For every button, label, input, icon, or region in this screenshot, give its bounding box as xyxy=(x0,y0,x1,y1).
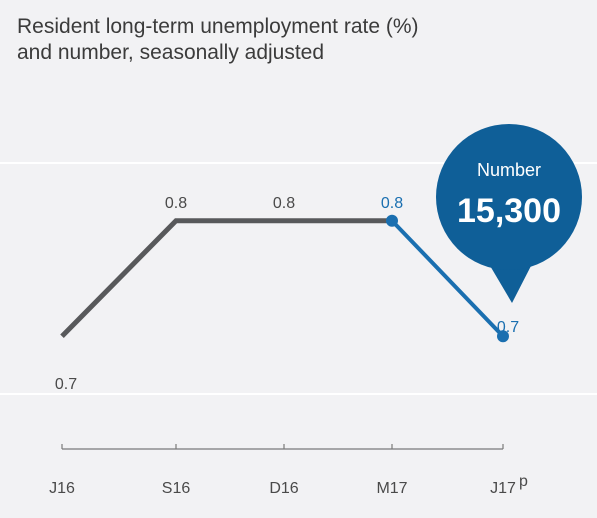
data-label-0: 0.7 xyxy=(55,376,77,393)
chart-title: Resident long-term unemployment rate (%)… xyxy=(17,14,537,66)
x-tick-label-4: J17 xyxy=(490,480,516,497)
x-tick-label-3: M17 xyxy=(376,480,407,497)
chart-title-line-1: Resident long-term unemployment rate (%) xyxy=(17,15,419,38)
series-line-base xyxy=(60,218,392,339)
data-label-3: 0.8 xyxy=(381,195,403,212)
x-tick-label-0: J16 xyxy=(49,480,75,497)
series-line-highlight xyxy=(390,219,505,338)
data-label-2: 0.8 xyxy=(273,195,295,212)
data-label-1: 0.8 xyxy=(165,195,187,212)
callout-label: Number xyxy=(477,160,541,180)
callout-pointer xyxy=(489,262,533,303)
callout-value: 15,300 xyxy=(457,192,561,230)
data-label-4: 0.7 xyxy=(497,319,519,336)
data-point-3 xyxy=(386,214,398,227)
x-tick-superscript: p xyxy=(519,473,528,490)
data-point-4 xyxy=(497,330,509,343)
x-tick-label-2: D16 xyxy=(269,480,298,497)
callout-bubble xyxy=(436,124,582,270)
x-tick-label-1: S16 xyxy=(162,480,191,497)
chart-title-line-2: and number, seasonally adjusted xyxy=(17,41,325,64)
